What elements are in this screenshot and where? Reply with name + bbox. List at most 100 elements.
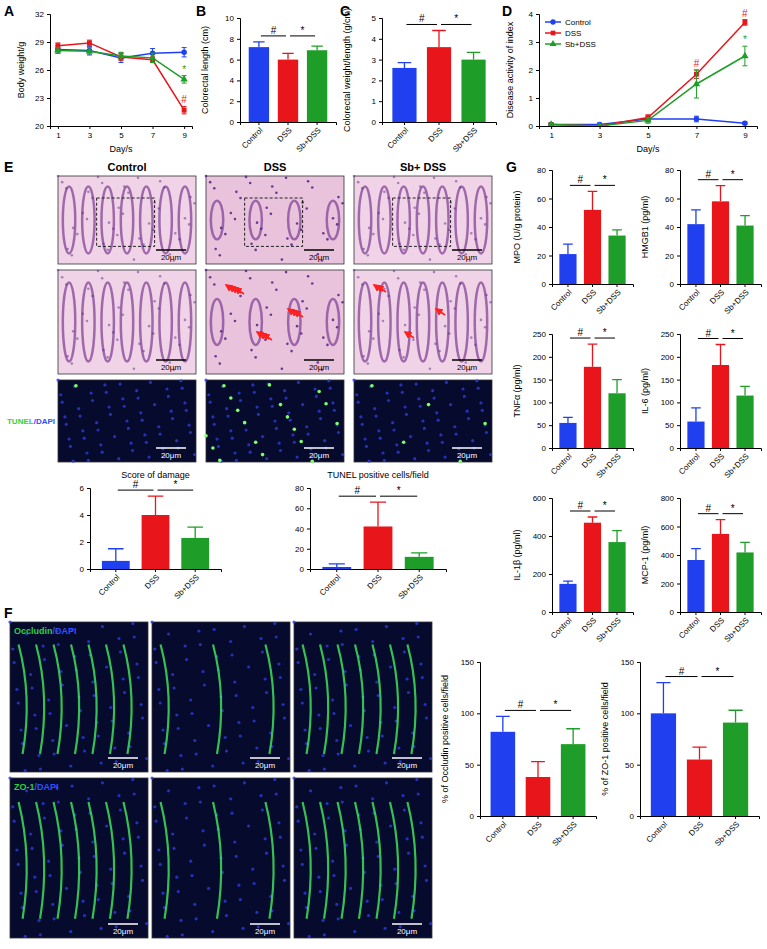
tick: 9 — [182, 126, 187, 140]
dapi-nucleus — [353, 930, 356, 933]
dapi-nucleus — [467, 417, 470, 420]
tick-mark — [637, 713, 640, 714]
plot-area — [559, 191, 625, 284]
error-bar — [588, 344, 598, 367]
tick: Sb+DSS — [295, 122, 323, 154]
tick-label: 2 — [80, 538, 85, 547]
dapi-nucleus — [326, 802, 329, 805]
dapi-nucleus — [135, 662, 138, 665]
tick-label: Control — [549, 452, 574, 477]
tick-mark — [549, 402, 552, 403]
bar — [307, 50, 327, 122]
axis-title: % of Occludin positive cells/field — [440, 675, 450, 803]
dapi-nucleus — [313, 832, 316, 835]
dapi-nucleus — [185, 409, 188, 412]
nucleus — [142, 243, 145, 246]
nucleus — [402, 356, 405, 359]
bar — [249, 47, 269, 122]
point — [87, 48, 93, 54]
bar — [736, 226, 753, 284]
tick: DSS — [276, 122, 294, 144]
dapi-nucleus — [397, 746, 400, 749]
tick-label: Sb+DSS — [594, 288, 622, 316]
dapi-nucleus — [11, 647, 14, 650]
nucleus — [188, 326, 191, 329]
dapi-nucleus — [101, 451, 104, 454]
x-axis: ControlDSSSb+DSS — [549, 612, 633, 644]
dapi-nucleus — [179, 379, 182, 382]
dapi-nucleus — [299, 688, 302, 691]
tick: 3 — [529, 38, 539, 47]
crypt — [359, 187, 371, 254]
tick-mark — [677, 284, 680, 285]
dapi-nucleus — [177, 890, 180, 893]
junction-signal — [320, 802, 328, 919]
nucleus — [152, 332, 155, 335]
error-bar — [728, 710, 742, 722]
dapi-nucleus — [17, 863, 20, 866]
tick: 1 — [56, 126, 61, 140]
dapi-nucleus — [65, 887, 68, 890]
dapi-nucleus — [97, 898, 100, 901]
x-axis: 13579 — [51, 126, 193, 140]
plot-area — [249, 42, 328, 122]
junction-signal — [303, 802, 311, 919]
scale-bar — [304, 249, 334, 251]
error-bar — [531, 762, 545, 777]
micrograph — [292, 776, 432, 938]
tick-mark — [58, 126, 59, 129]
scale-bar — [250, 757, 280, 759]
x-axis: ControlDSSSb+DSS — [677, 612, 761, 644]
dapi-nucleus — [366, 900, 369, 903]
dapi-nucleus — [265, 691, 268, 694]
dapi-nucleus — [42, 802, 45, 805]
tick-mark — [237, 39, 240, 40]
tick: 26 — [35, 66, 50, 75]
y-axis: 01234 — [529, 10, 540, 131]
tick-mark — [473, 122, 474, 125]
tick: Control — [386, 122, 411, 150]
tick-label: Control — [644, 820, 669, 845]
tick: 150 — [621, 658, 640, 667]
dapi-nucleus — [271, 405, 274, 408]
nucleus — [398, 242, 401, 245]
scale-bar — [156, 447, 186, 449]
nucleus — [213, 283, 216, 286]
tick-label: 10 — [225, 14, 234, 23]
tick-label: 150 — [621, 658, 635, 667]
tick-label: 600 — [533, 494, 547, 503]
x-axis: ControlDSSSb+DSS — [383, 122, 497, 154]
bar — [736, 396, 753, 448]
dapi-nucleus — [97, 734, 100, 737]
nucleus — [337, 196, 340, 199]
x-axis: ControlDSSSb+DSS — [677, 448, 761, 480]
tick-label: 9 — [182, 131, 187, 140]
junction-signal — [355, 802, 363, 919]
dapi-nucleus — [121, 397, 124, 400]
chart: 050100150200250ControlDSSSb+DSSTNFα (pg/… — [512, 327, 634, 480]
micrograph-bg — [206, 380, 344, 462]
bar — [687, 560, 704, 612]
error-bar — [716, 344, 726, 365]
nucleus — [419, 185, 422, 188]
dapi-nucleus — [135, 389, 138, 392]
dapi-nucleus — [133, 792, 136, 795]
nucleus — [357, 181, 360, 184]
plot-area — [547, 20, 748, 127]
dapi-nucleus — [389, 824, 392, 827]
tick-label: 2 — [230, 97, 235, 106]
dapi-nucleus — [381, 898, 384, 901]
tunel-signal — [279, 403, 283, 407]
dapi-nucleus — [319, 727, 322, 730]
dapi-nucleus — [90, 392, 93, 395]
dapi-nucleus — [165, 387, 168, 390]
tick-mark — [677, 555, 680, 556]
nucleus — [444, 325, 447, 328]
point — [87, 40, 92, 45]
dapi-nucleus — [211, 415, 214, 418]
tick-mark — [720, 284, 721, 287]
nucleus — [362, 248, 365, 251]
nucleus — [419, 281, 422, 284]
legend-label: Sb+DSS — [565, 40, 596, 49]
dapi-nucleus — [335, 739, 338, 742]
